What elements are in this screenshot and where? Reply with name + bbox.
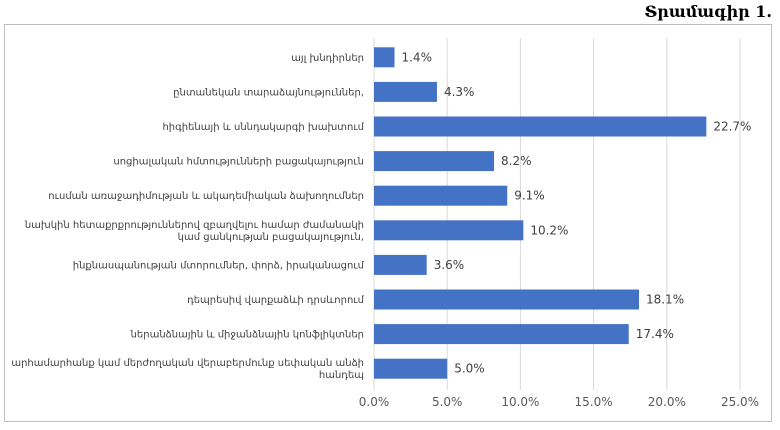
data-label: 1.4% [401,50,432,64]
tick-label: 20.0% [648,395,686,409]
bar [374,81,437,102]
data-label: 18.1% [646,293,684,307]
tick-label: 15.0% [575,395,613,409]
data-label: 5.0% [454,362,485,376]
category-label: ներանձնային և միջանձնային կոնֆլիկտներ [130,330,364,341]
bar [374,151,495,172]
category-label: ինքնասպանության մտորումներ, փորձ, իրական… [73,260,365,271]
data-label: 3.6% [434,258,465,272]
bar [374,289,639,310]
bar [374,185,508,206]
tick-label: 25.0% [721,395,759,409]
category-label: այլ խնդիրներ [291,53,364,64]
bar [374,220,524,241]
bar [374,116,707,137]
data-label: 9.1% [514,189,545,203]
category-label: դեպրեսիվ վարքաձևի դրսևորում [187,295,365,306]
tick-label: 0.0% [359,395,390,409]
tick-label: 10.0% [501,395,539,409]
data-label: 8.2% [501,154,531,168]
tick-label: 5.0% [432,395,463,409]
figure-label: Տրամագիր 1. [644,2,772,21]
data-label: 22.7% [713,120,751,134]
category-label: հիգիենայի և սննդակարգի խախտում [162,122,364,133]
bar [374,358,448,379]
category-label: ուսման առաջադիմության և ակադեմիական ձախո… [48,191,364,202]
bar [374,47,395,68]
bar [374,324,629,345]
category-label: նախկին հետաքրքրություններով զբաղվելու հա… [24,220,364,243]
data-label: 4.3% [444,85,475,99]
bar [374,254,427,275]
category-label: արհամարհանք կամ մերժողական վերաբերմունք … [11,358,364,381]
category-label: ընտանեկան տարաձայնություններ, [173,87,364,98]
chart-frame [4,24,772,422]
data-label: 17.4% [636,327,674,341]
data-label: 10.2% [530,223,568,237]
category-label: սոցիալական հմտությունների բացակայություն [113,157,364,168]
